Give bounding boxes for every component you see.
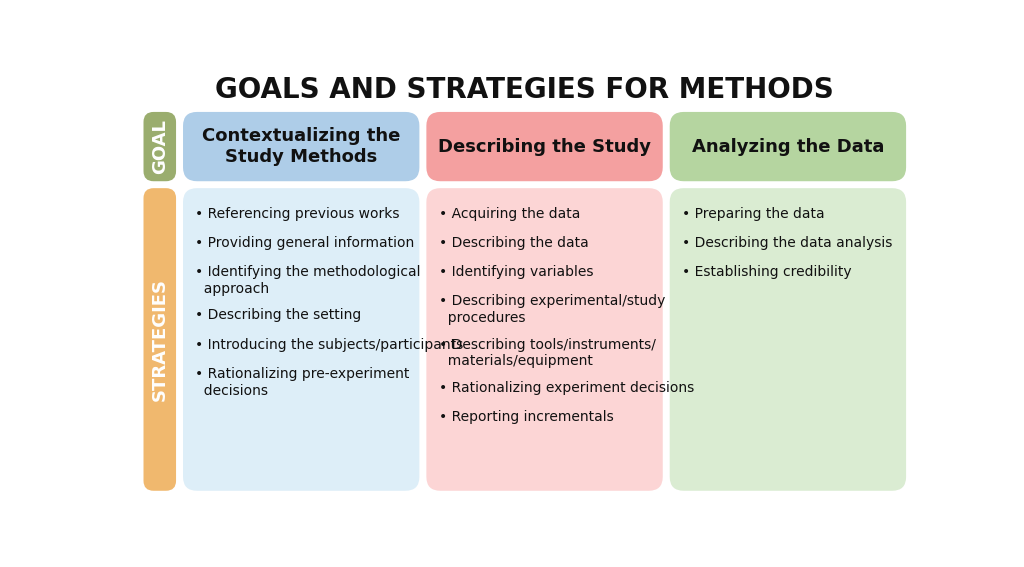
- Text: • Reporting incrementals: • Reporting incrementals: [438, 410, 613, 424]
- Text: GOALS AND STRATEGIES FOR METHODS: GOALS AND STRATEGIES FOR METHODS: [215, 77, 835, 104]
- FancyBboxPatch shape: [426, 188, 663, 491]
- Text: Analyzing the Data: Analyzing the Data: [692, 138, 884, 155]
- Text: GOAL: GOAL: [151, 119, 169, 174]
- FancyBboxPatch shape: [143, 188, 176, 491]
- Text: • Identifying variables: • Identifying variables: [438, 265, 593, 279]
- Text: • Rationalizing experiment decisions: • Rationalizing experiment decisions: [438, 380, 694, 395]
- FancyBboxPatch shape: [143, 112, 176, 181]
- Text: • Preparing the data: • Preparing the data: [682, 206, 824, 221]
- Text: • Acquiring the data: • Acquiring the data: [438, 206, 581, 221]
- Text: STRATEGIES: STRATEGIES: [151, 278, 169, 401]
- FancyBboxPatch shape: [670, 112, 906, 181]
- Text: • Rationalizing pre-experiment
  decisions: • Rationalizing pre-experiment decisions: [196, 367, 410, 397]
- Text: • Describing the data: • Describing the data: [438, 236, 589, 250]
- Text: • Providing general information: • Providing general information: [196, 236, 415, 250]
- Text: • Describing the data analysis: • Describing the data analysis: [682, 236, 893, 250]
- FancyBboxPatch shape: [426, 112, 663, 181]
- Text: • Introducing the subjects/participants: • Introducing the subjects/participants: [196, 337, 464, 352]
- Text: • Identifying the methodological
  approach: • Identifying the methodological approac…: [196, 265, 421, 296]
- Text: Describing the Study: Describing the Study: [438, 138, 651, 155]
- FancyBboxPatch shape: [183, 112, 420, 181]
- Text: • Describing tools/instruments/
  materials/equipment: • Describing tools/instruments/ material…: [438, 337, 655, 369]
- FancyBboxPatch shape: [670, 188, 906, 491]
- Text: • Establishing credibility: • Establishing credibility: [682, 265, 852, 279]
- Text: • Describing the setting: • Describing the setting: [196, 308, 361, 322]
- Text: • Referencing previous works: • Referencing previous works: [196, 206, 400, 221]
- FancyBboxPatch shape: [183, 188, 420, 491]
- Text: Contextualizing the
Study Methods: Contextualizing the Study Methods: [202, 127, 400, 166]
- Text: • Describing experimental/study
  procedures: • Describing experimental/study procedur…: [438, 294, 666, 325]
